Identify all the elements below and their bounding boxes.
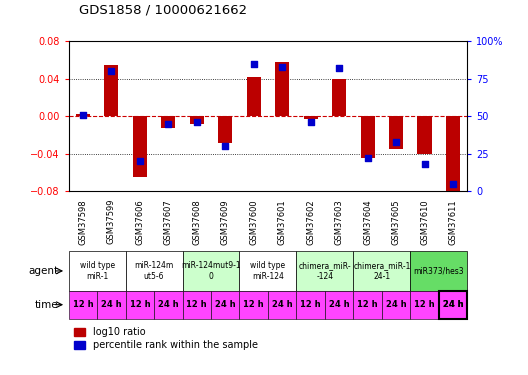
Point — [164, 121, 173, 127]
Bar — [332, 79, 346, 116]
Text: GDS1858 / 10000621662: GDS1858 / 10000621662 — [79, 4, 247, 17]
Bar — [104, 65, 118, 116]
Bar — [218, 116, 232, 142]
Text: 24 h: 24 h — [101, 300, 121, 309]
Bar — [382, 291, 410, 319]
Text: miR373/hes3: miR373/hes3 — [413, 267, 464, 276]
Bar — [361, 116, 375, 159]
Text: 12 h: 12 h — [357, 300, 378, 309]
Bar — [154, 291, 183, 319]
Text: chimera_miR-
-124: chimera_miR- -124 — [299, 261, 351, 280]
Bar — [439, 291, 467, 319]
Text: chimera_miR-1
24-1: chimera_miR-1 24-1 — [353, 261, 411, 280]
Text: agent: agent — [28, 266, 58, 276]
Point — [221, 143, 230, 149]
Text: 12 h: 12 h — [129, 300, 150, 309]
Point — [363, 155, 372, 161]
Bar — [268, 291, 296, 319]
Bar — [275, 62, 289, 116]
Bar — [439, 291, 467, 319]
Text: miR-124m
ut5-6: miR-124m ut5-6 — [135, 261, 174, 280]
Text: time: time — [34, 300, 58, 310]
Point — [420, 161, 429, 167]
Bar — [389, 116, 403, 149]
Text: wild type
miR-124: wild type miR-124 — [250, 261, 286, 280]
Text: 24 h: 24 h — [386, 300, 407, 309]
Text: miR-124mut9-1
0: miR-124mut9-1 0 — [181, 261, 241, 280]
Point — [335, 65, 343, 71]
Bar — [410, 251, 467, 291]
Bar — [126, 251, 183, 291]
Legend: log10 ratio, percentile rank within the sample: log10 ratio, percentile rank within the … — [73, 327, 258, 350]
Bar — [247, 77, 261, 116]
Point — [392, 139, 400, 145]
Bar — [69, 291, 97, 319]
Text: 12 h: 12 h — [300, 300, 321, 309]
Text: 12 h: 12 h — [243, 300, 264, 309]
Bar — [69, 251, 126, 291]
Text: 24 h: 24 h — [329, 300, 350, 309]
Point — [193, 119, 201, 125]
Bar — [211, 291, 240, 319]
Text: 12 h: 12 h — [186, 300, 207, 309]
Bar — [418, 116, 432, 154]
Bar — [240, 291, 268, 319]
Bar — [133, 116, 147, 177]
Text: wild type
miR-1: wild type miR-1 — [80, 261, 115, 280]
Point — [449, 181, 457, 187]
Point — [306, 119, 315, 125]
Bar — [190, 116, 204, 124]
Bar — [304, 116, 318, 119]
Bar — [410, 291, 439, 319]
Point — [79, 112, 87, 118]
Bar — [446, 116, 460, 191]
Bar — [325, 291, 353, 319]
Point — [107, 68, 116, 74]
Text: 24 h: 24 h — [272, 300, 293, 309]
Text: 24 h: 24 h — [215, 300, 235, 309]
Bar — [161, 116, 175, 128]
Point — [136, 158, 144, 164]
Text: 24 h: 24 h — [443, 300, 464, 309]
Bar — [240, 251, 296, 291]
Bar — [296, 251, 353, 291]
Bar — [97, 291, 126, 319]
Point — [250, 61, 258, 67]
Bar — [353, 251, 410, 291]
Text: 12 h: 12 h — [72, 300, 93, 309]
Bar — [183, 291, 211, 319]
Bar — [183, 251, 240, 291]
Bar — [353, 291, 382, 319]
Text: 12 h: 12 h — [414, 300, 435, 309]
Text: 24 h: 24 h — [158, 300, 178, 309]
Bar — [76, 114, 90, 116]
Text: 24 h: 24 h — [443, 300, 464, 309]
Bar — [296, 291, 325, 319]
Bar — [126, 291, 154, 319]
Point — [278, 64, 286, 70]
